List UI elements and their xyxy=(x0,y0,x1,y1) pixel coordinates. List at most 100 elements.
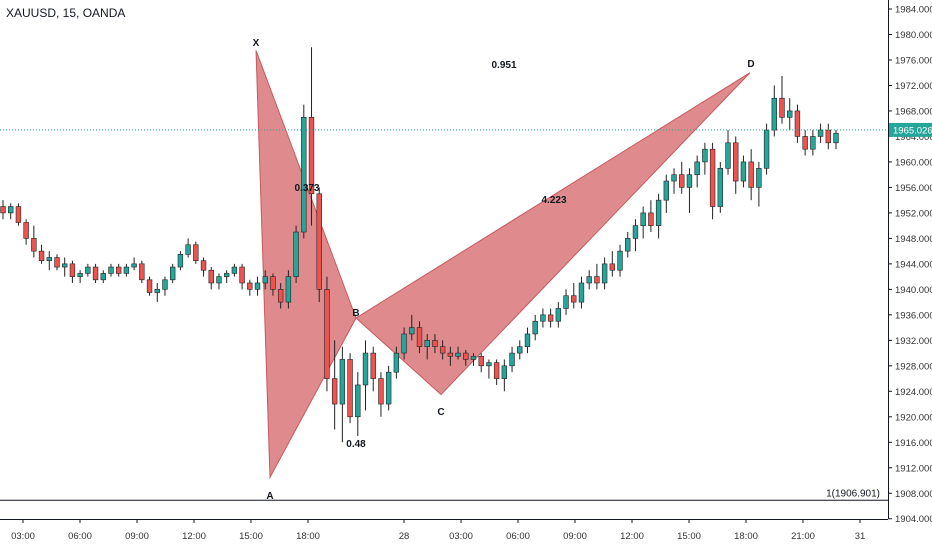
candle-body xyxy=(331,378,338,405)
candle-body xyxy=(771,97,777,131)
candle-body xyxy=(478,355,484,367)
candle-body xyxy=(424,340,430,348)
candle-body xyxy=(455,352,461,357)
candle-body xyxy=(270,276,276,290)
candle-body xyxy=(671,174,677,182)
candle-body xyxy=(85,266,91,274)
candle-body xyxy=(501,365,508,379)
candle-body xyxy=(385,371,392,405)
candle-body xyxy=(625,238,631,252)
time-tick-label: 15:00 xyxy=(677,531,701,542)
candle-body xyxy=(532,320,538,335)
candle-body xyxy=(231,266,238,274)
price-tick-label: 1960.000 xyxy=(895,157,932,168)
candle-body xyxy=(686,174,693,188)
candle-body xyxy=(285,276,292,303)
price-tick-label: 1948.000 xyxy=(895,234,932,245)
price-tick-label: 1932.000 xyxy=(895,336,932,347)
time-tick-label: 03:00 xyxy=(11,531,35,542)
candle-body xyxy=(308,117,315,195)
price-tick-label: 1920.000 xyxy=(895,412,932,423)
candle-body xyxy=(254,282,261,290)
price-tick-label: 1952.000 xyxy=(895,208,932,219)
candle-body xyxy=(23,222,29,239)
candle-body xyxy=(594,276,600,284)
candle-body xyxy=(439,346,446,354)
candle-body xyxy=(293,231,299,277)
price-tick-label: 1980.000 xyxy=(895,30,932,41)
price-tick-label: 1984.000 xyxy=(895,5,932,16)
candle-body xyxy=(216,276,222,284)
time-tick-label: 21:00 xyxy=(791,531,815,542)
candle-body xyxy=(725,142,731,169)
candle-body xyxy=(416,327,423,348)
candle-body xyxy=(54,257,60,268)
candle-body xyxy=(470,355,477,360)
time-tick-label: 15:00 xyxy=(239,531,263,542)
candle-body xyxy=(409,327,415,335)
candle-body xyxy=(139,263,145,281)
price-tick-label: 1916.000 xyxy=(895,438,932,449)
time-tick-label: 06:00 xyxy=(506,531,530,542)
pattern-point-c: C xyxy=(437,407,444,418)
candle-body xyxy=(802,136,808,150)
candle-body xyxy=(648,212,654,226)
price-tick-label: 1956.000 xyxy=(895,183,932,194)
time-tick-label: 18:00 xyxy=(296,531,320,542)
candle-body xyxy=(301,117,307,233)
candle-body xyxy=(447,352,454,357)
candle-body xyxy=(247,282,253,290)
time-tick-label: 31 xyxy=(855,531,866,542)
pattern-triangle-xab xyxy=(255,50,357,480)
candle-body xyxy=(154,289,160,293)
candle-body xyxy=(717,167,723,207)
candle-body xyxy=(740,161,747,182)
candle-body xyxy=(69,263,76,277)
price-tick-label: 1912.000 xyxy=(895,463,932,474)
candle-body xyxy=(578,282,585,303)
candle-body xyxy=(571,295,577,303)
candle-body xyxy=(393,352,400,373)
pattern-ratio-label: 0.951 xyxy=(491,60,516,71)
time-tick-label: 28 xyxy=(399,531,410,542)
candle-body xyxy=(617,250,623,271)
pattern-point-d: D xyxy=(747,59,754,70)
candle-body xyxy=(62,263,68,268)
candle-body xyxy=(370,352,376,379)
candle-body xyxy=(177,254,184,268)
price-tick-label: 1972.000 xyxy=(895,81,932,92)
candle-body xyxy=(378,378,384,405)
candle-body xyxy=(733,142,739,182)
pattern-triangle-bcd xyxy=(355,72,751,396)
price-tick-label: 1936.000 xyxy=(895,310,932,321)
time-tick-label: 03:00 xyxy=(449,531,473,542)
price-tick-label: 1924.000 xyxy=(895,387,932,398)
candle-body xyxy=(655,199,662,226)
candle-body xyxy=(493,362,500,379)
candle-body xyxy=(486,362,492,367)
pattern-ratio-label: 0.373 xyxy=(294,183,319,194)
symbol-title: XAUUSD, 15, OANDA xyxy=(6,6,126,20)
candle-body xyxy=(123,266,130,274)
candle-body xyxy=(524,333,531,348)
candle-body xyxy=(794,110,801,137)
time-tick-label: 09:00 xyxy=(563,531,587,542)
candle-body xyxy=(540,314,546,322)
candle-body xyxy=(601,263,608,284)
candle-body xyxy=(810,136,816,150)
candle-body xyxy=(223,273,230,277)
candle-body xyxy=(116,266,122,274)
price-axis-bg xyxy=(888,0,932,550)
candle-body xyxy=(262,276,268,284)
candle-body xyxy=(0,206,6,214)
candle-body xyxy=(401,333,407,354)
candle-body xyxy=(679,174,685,188)
candle-body xyxy=(324,289,330,379)
candle-body xyxy=(763,129,770,169)
candle-body xyxy=(169,266,176,281)
candle-body xyxy=(756,167,762,188)
candle-body xyxy=(640,212,646,226)
price-tick-label: 1928.000 xyxy=(895,361,932,372)
